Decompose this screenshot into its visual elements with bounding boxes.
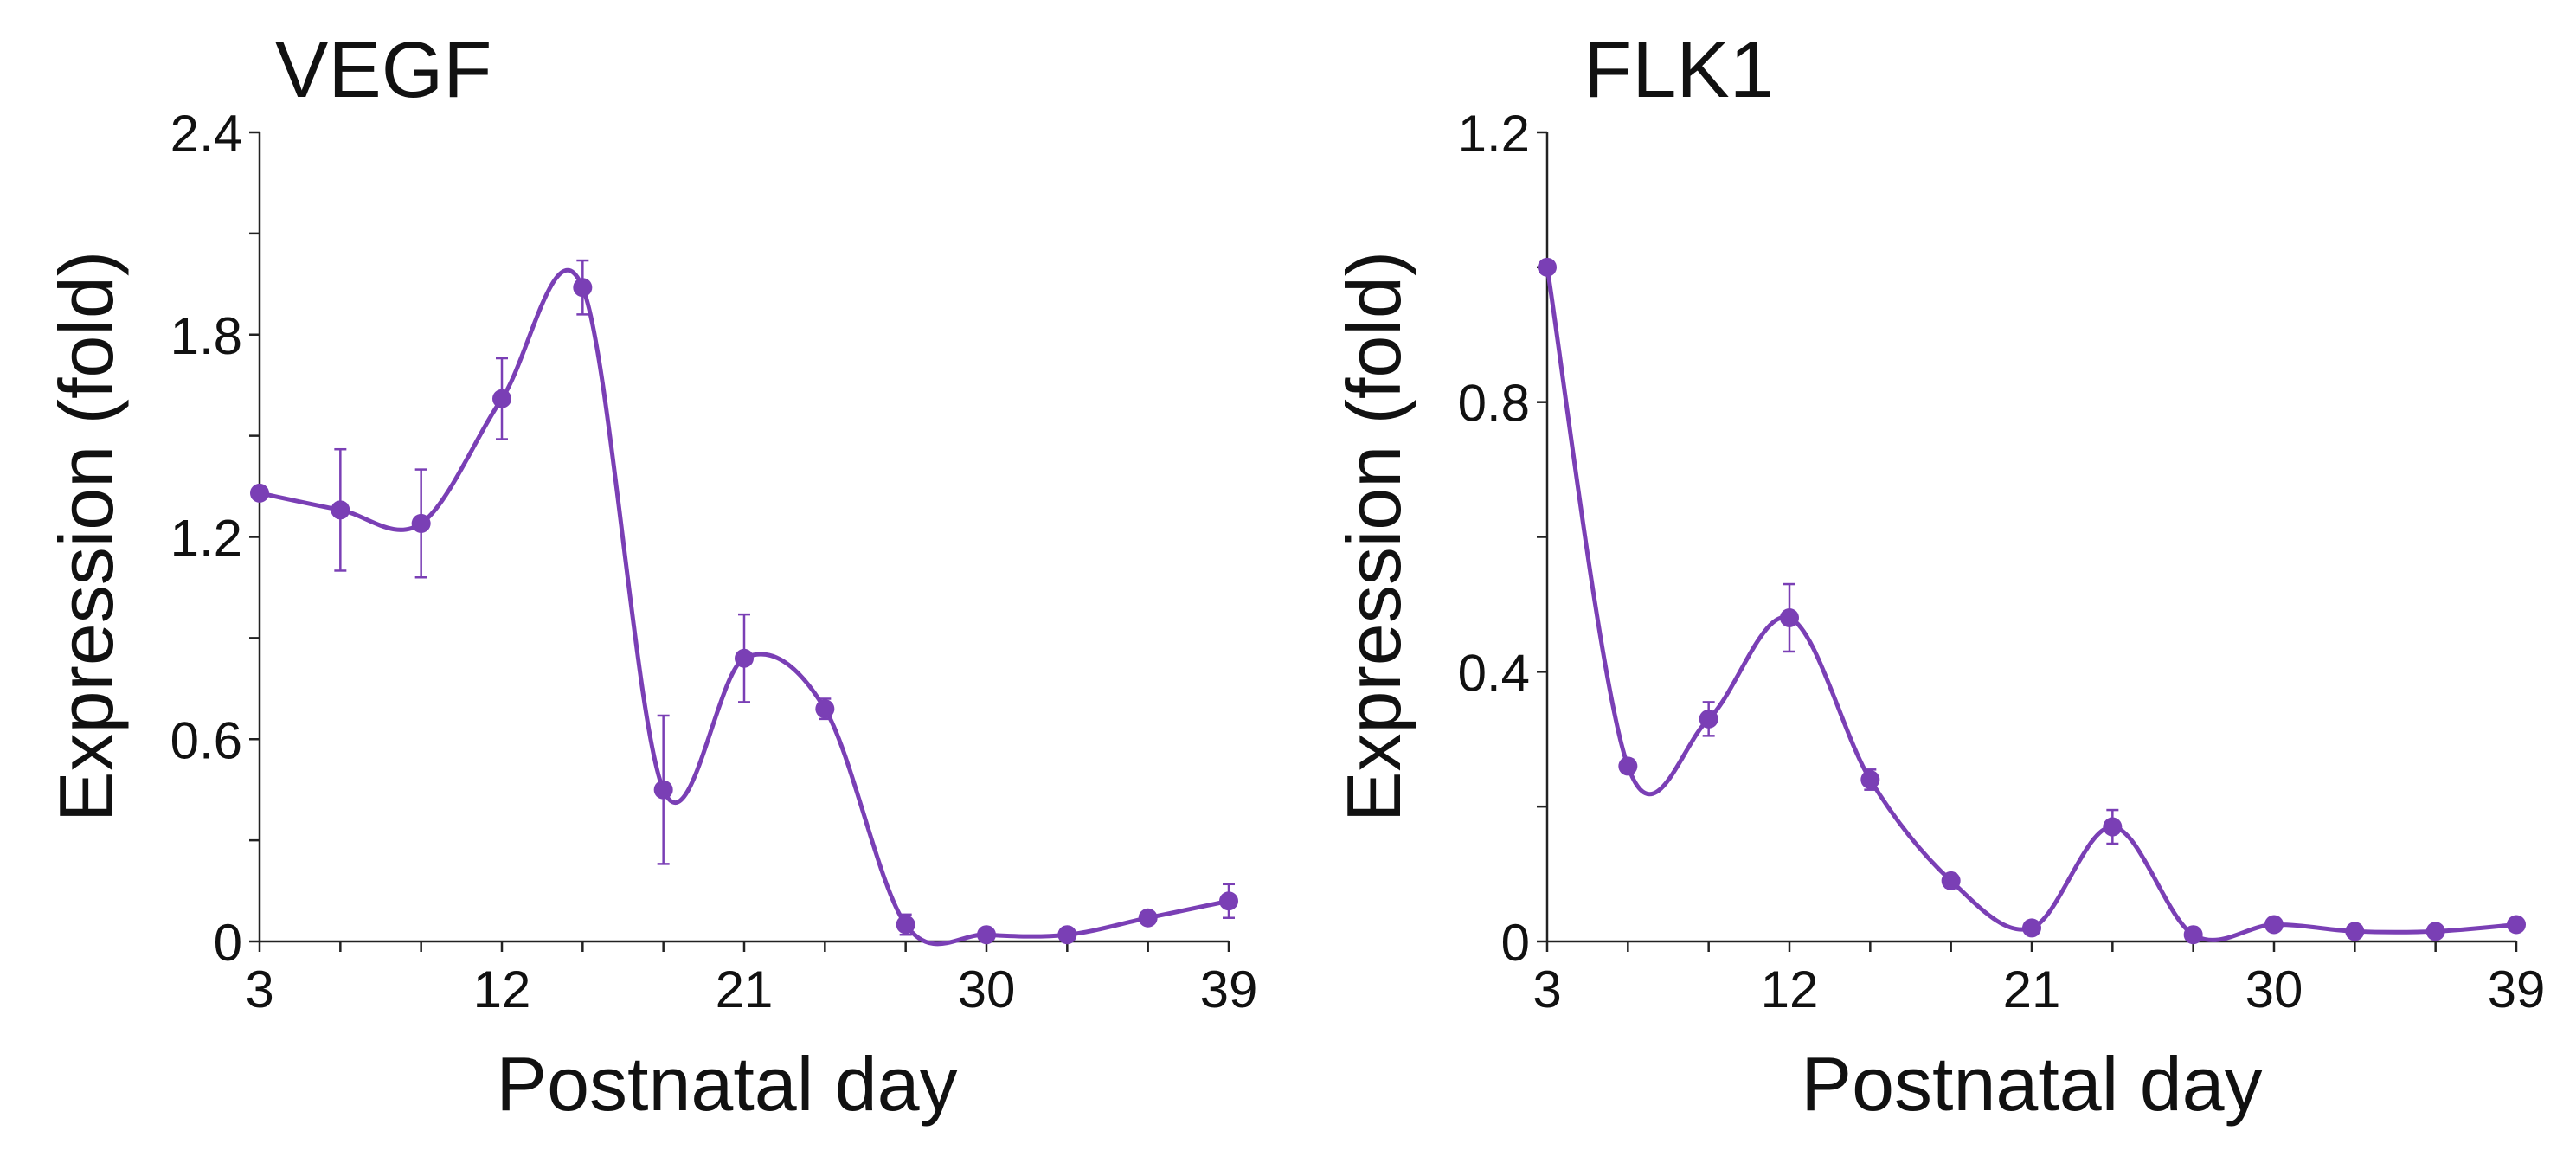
vegf-y-tick-label: 1.8 [170, 307, 242, 365]
vegf-data-point [735, 648, 754, 668]
flk1-data-point [2507, 915, 2526, 935]
vegf-data-point [492, 389, 511, 408]
flk1-data-point [2345, 922, 2365, 941]
flk1-x-tick-label: 3 [1532, 960, 1561, 1018]
vegf-x-tick-label: 30 [958, 960, 1016, 1018]
vegf-data-point [815, 699, 835, 719]
flk1-series-line [1545, 267, 2517, 942]
vegf-title: VEGF [275, 26, 491, 114]
flk1-panel: FLK1 Expression (fold) Postnatal day 0 0.… [1331, 26, 2545, 1127]
vegf-y-tick-label: 1.2 [170, 510, 242, 568]
flk1-data-point [1860, 770, 1880, 789]
vegf-x-tick-label: 12 [473, 960, 531, 1018]
flk1-y-tick-label: 0.4 [1458, 644, 1530, 702]
vegf-y-tick-label: 2.4 [170, 105, 242, 163]
flk1-title: FLK1 [1584, 26, 1774, 114]
vegf-data-point [896, 915, 915, 935]
vegf-data-point [411, 513, 431, 533]
flk1-data-point [2183, 925, 2203, 945]
flk1-data-point [2264, 915, 2284, 935]
flk1-data-point [1618, 756, 1638, 776]
flk1-data-point [1780, 608, 1799, 627]
vegf-data-point [653, 780, 673, 800]
flk1-x-axis-title: Postnatal day [1801, 1041, 2262, 1127]
flk1-x-tick-label: 21 [2003, 960, 2061, 1018]
vegf-x-tick-label: 3 [245, 960, 273, 1018]
vegf-data-point [1057, 925, 1077, 945]
vegf-data-point [250, 483, 269, 503]
flk1-data-point [2425, 922, 2445, 941]
vegf-x-axis-title: Postnatal day [496, 1041, 957, 1127]
vegf-data-point [331, 500, 350, 520]
vegf-data-point [573, 278, 593, 298]
vegf-data-point [977, 925, 996, 945]
flk1-data-point [1699, 709, 1718, 729]
flk1-y-tick-label: 0.8 [1458, 375, 1530, 433]
vegf-x-tick-label: 21 [716, 960, 774, 1018]
flk1-x-tick-label: 12 [1761, 960, 1819, 1018]
vegf-data-point [1138, 908, 1158, 928]
flk1-data-point [2022, 918, 2041, 938]
flk1-y-axis-title: Expression (fold) [1331, 251, 1416, 822]
vegf-y-tick-label: 0.6 [170, 711, 242, 769]
vegf-panel: VEGF Expression (fold) Postnatal day 0 0.… [43, 26, 1257, 1127]
vegf-y-axis-title: Expression (fold) [43, 251, 129, 822]
vegf-series-line [259, 267, 1230, 947]
flk1-x-tick-label: 39 [2488, 960, 2546, 1018]
flk1-y-tick-label: 1.2 [1458, 105, 1530, 163]
flk1-data-point [1941, 871, 1961, 890]
flk1-data-point [1538, 257, 1557, 277]
vegf-data-point [1219, 891, 1238, 911]
vegf-y-tick-label: 0 [214, 914, 242, 972]
flk1-data-point [2103, 817, 2123, 837]
vegf-x-tick-label: 39 [1200, 960, 1258, 1018]
flk1-y-tick-label: 0 [1501, 914, 1530, 972]
flk1-x-tick-label: 30 [2245, 960, 2303, 1018]
